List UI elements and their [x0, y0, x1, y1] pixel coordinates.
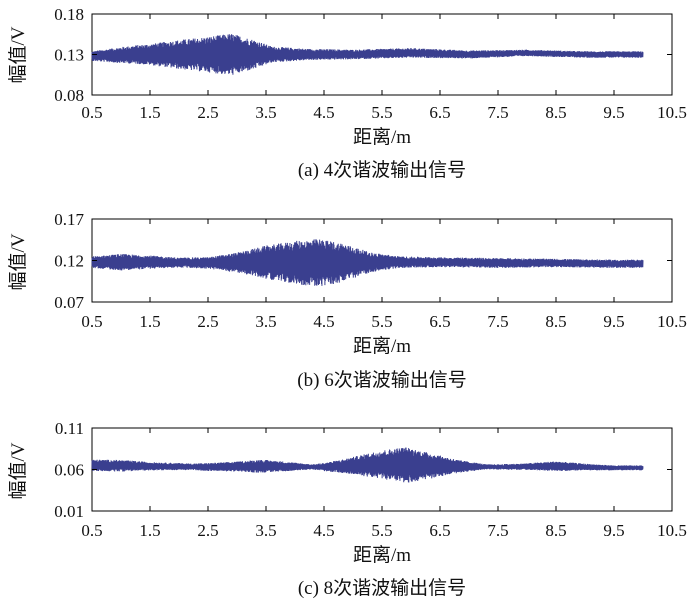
x-tick-label-b-10: 10.5	[657, 312, 687, 331]
x-tick-label-b-4: 4.5	[313, 312, 334, 331]
x-tick-label-c-5: 5.5	[371, 521, 392, 540]
x-tick-label-c-4: 4.5	[313, 521, 334, 540]
y-axis-ticks-b: 0.07 0.12 0.17	[54, 210, 672, 312]
x-tick-label-a-0: 0.5	[81, 103, 102, 122]
x-tick-label-a-4: 4.5	[313, 103, 334, 122]
x-tick-label-c-1: 1.5	[139, 521, 160, 540]
x-tick-label-a-8: 8.5	[545, 103, 566, 122]
signal-trace-b	[91, 239, 644, 286]
x-tick-label-b-3: 3.5	[255, 312, 276, 331]
signal-trace-c	[91, 447, 644, 483]
y-axis-label-c: 幅值/V	[7, 442, 29, 499]
y-tick-label-a-1: 0.13	[54, 46, 84, 65]
x-axis-ticks-b: 0.5 1.5 2.5 3.5 4.5 5.5 6.5 7.5 8.5 9.5 10.5	[81, 219, 687, 331]
x-tick-label-c-0: 0.5	[81, 521, 102, 540]
x-tick-label-a-7: 7.5	[487, 103, 508, 122]
y-tick-label-b-1: 0.12	[54, 252, 84, 271]
caption-c: (c) 8次谐波输出信号	[298, 577, 466, 599]
x-tick-label-a-2: 2.5	[197, 103, 218, 122]
x-axis-label-b: 距离/m	[353, 335, 411, 357]
x-tick-label-c-8: 8.5	[545, 521, 566, 540]
x-tick-label-a-6: 6.5	[429, 103, 450, 122]
x-tick-label-c-3: 3.5	[255, 521, 276, 540]
y-tick-label-b-0: 0.07	[54, 293, 84, 312]
y-axis-ticks-c: 0.01 0.06 0.11	[54, 419, 672, 521]
x-tick-label-b-6: 6.5	[429, 312, 450, 331]
x-tick-label-a-1: 1.5	[139, 103, 160, 122]
x-tick-label-a-5: 5.5	[371, 103, 392, 122]
y-axis-ticks-a: 0.08 0.13 0.18	[54, 5, 672, 105]
panel-c: 0.5 1.5 2.5 3.5 4.5 5.5 6.5 7.5 8.5 9.5 10.5 0.010…	[7, 419, 687, 599]
x-tick-label-b-7: 7.5	[487, 312, 508, 331]
caption-a: (a) 4次谐波输出信号	[298, 159, 466, 181]
x-tick-label-a-9: 9.5	[603, 103, 624, 122]
x-tick-label-b-5: 5.5	[371, 312, 392, 331]
y-tick-label-a-0: 0.08	[54, 86, 84, 105]
x-axis-ticks-a: 0.5 1.5 2.5 3.5 4.5 5.5 6.5 7.5 8.5 9.5 10.5	[81, 14, 687, 122]
x-tick-label-b-0: 0.5	[81, 312, 102, 331]
x-tick-label-b-8: 8.5	[545, 312, 566, 331]
x-tick-label-b-1: 1.5	[139, 312, 160, 331]
x-tick-label-c-6: 6.5	[429, 521, 450, 540]
x-tick-label-c-7: 7.5	[487, 521, 508, 540]
x-tick-label-a-3: 3.5	[255, 103, 276, 122]
y-axis-label-b: 幅值/V	[7, 233, 29, 290]
signal-trace-a	[91, 34, 644, 75]
y-tick-label-c-1: 0.06	[54, 461, 84, 480]
x-axis-label-a: 距离/m	[353, 126, 411, 148]
panel-b: 0.5 1.5 2.5 3.5 4.5 5.5 6.5 7.5 8.5 9.5 10.5 0.070…	[7, 210, 687, 391]
y-tick-label-b-2: 0.17	[54, 210, 84, 229]
x-axis-ticks-c: 0.5 1.5 2.5 3.5 4.5 5.5 6.5 7.5 8.5 9.5 10.5	[81, 428, 687, 540]
y-tick-label-a-2: 0.18	[54, 5, 84, 24]
x-tick-label-a-10: 10.5	[657, 103, 687, 122]
x-axis-label-c: 距离/m	[353, 544, 411, 566]
y-tick-label-c-2: 0.11	[55, 419, 84, 438]
panel-a: 0.5 1.5 2.5 3.5 4.5 5.5 6.5 7.5 8.5 9.5 10.5 0.080…	[7, 5, 687, 181]
y-axis-label-a: 幅值/V	[7, 26, 29, 83]
x-tick-label-c-2: 2.5	[197, 521, 218, 540]
y-tick-label-c-0: 0.01	[54, 502, 84, 521]
x-tick-label-b-9: 9.5	[603, 312, 624, 331]
caption-b: (b) 6次谐波输出信号	[297, 369, 466, 391]
x-tick-label-b-2: 2.5	[197, 312, 218, 331]
x-tick-label-c-10: 10.5	[657, 521, 687, 540]
x-tick-label-c-9: 9.5	[603, 521, 624, 540]
